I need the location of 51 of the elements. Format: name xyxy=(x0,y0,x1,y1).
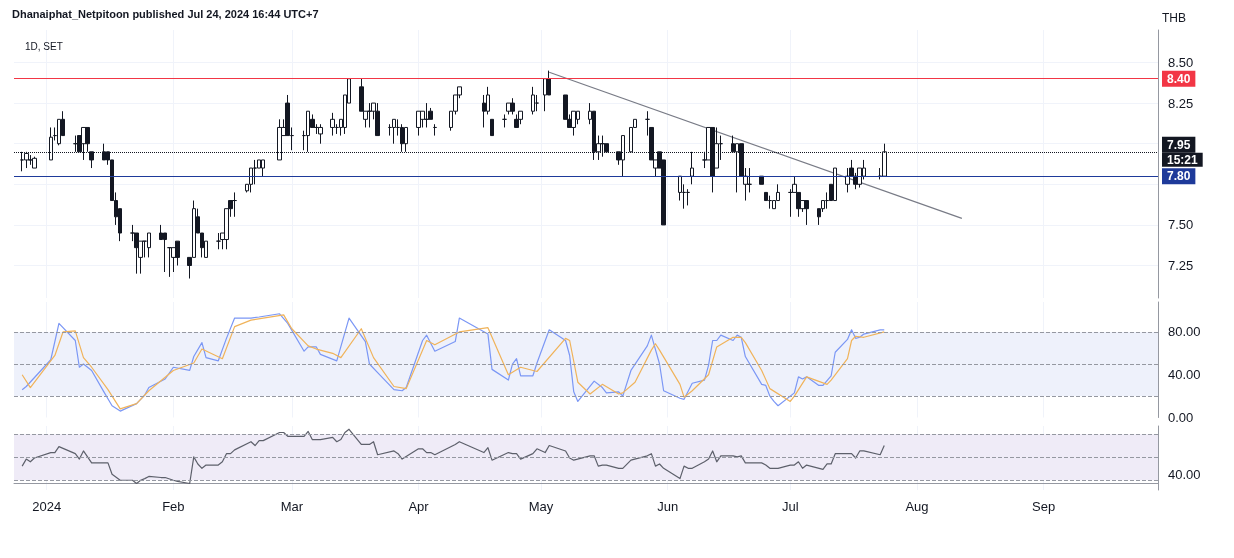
candlestick xyxy=(490,118,494,137)
x-tick-label: Mar xyxy=(280,499,304,514)
candlestick xyxy=(375,102,380,137)
text: 15:21 xyxy=(1167,152,1199,167)
candlestick xyxy=(392,118,396,145)
candlestick xyxy=(367,102,372,128)
candlestick xyxy=(167,247,172,278)
x-tick-label: Apr xyxy=(408,499,430,514)
ref-line-label: 7.80 xyxy=(1167,169,1191,184)
x-tick-label: Jun xyxy=(657,499,679,514)
y-tick-label: 7.50 xyxy=(1168,217,1194,233)
candlestick xyxy=(232,191,237,218)
candlestick xyxy=(833,167,837,202)
candlestick xyxy=(686,188,690,206)
x-tick-label: Aug xyxy=(905,499,929,514)
candlestick xyxy=(804,200,809,226)
candlestick xyxy=(510,97,515,115)
y-tick-label: 0.00 xyxy=(1168,410,1194,425)
y-tick-label: 8.50 xyxy=(1168,54,1194,70)
candlestick xyxy=(216,232,221,250)
candlestick xyxy=(416,110,421,137)
x-tick-label: Jul xyxy=(781,499,799,514)
ref-line-label: 7.95 xyxy=(1167,137,1191,152)
candlestick xyxy=(506,102,511,115)
candlestick xyxy=(571,110,576,137)
y-tick-label: 40.00 xyxy=(1168,367,1201,383)
x-tick-label: Sep xyxy=(1032,499,1056,514)
candlestick xyxy=(147,232,151,258)
candlestick xyxy=(424,102,429,128)
candlestick xyxy=(768,195,772,210)
x-tick-label: May xyxy=(528,499,554,514)
candlestick xyxy=(514,113,519,128)
candlestick xyxy=(531,86,535,115)
text: 1D, SET xyxy=(25,40,63,52)
candlestick xyxy=(330,112,335,137)
x-tick-label: Feb xyxy=(162,499,185,514)
candlestick xyxy=(404,126,408,153)
candlestick xyxy=(518,110,523,125)
text: Dhanaiphat_Netpitoon published Jul 24, 2024 16:44 UTC+7 xyxy=(12,7,319,20)
ref-line-label: 8.40 xyxy=(1167,71,1191,86)
candlestick xyxy=(261,159,265,177)
y-tick-label: 8.25 xyxy=(1168,95,1194,111)
candlestick xyxy=(400,123,404,153)
y-axis-title: THB xyxy=(1162,11,1186,25)
candlestick xyxy=(318,123,323,145)
y-tick-label: 80.00 xyxy=(1168,324,1201,340)
y-tick-label: 7.25 xyxy=(1168,258,1194,274)
candlestick xyxy=(32,156,37,169)
candlestick xyxy=(73,135,78,153)
x-tick-label: 2024 xyxy=(32,499,62,514)
candlestick xyxy=(502,113,507,128)
